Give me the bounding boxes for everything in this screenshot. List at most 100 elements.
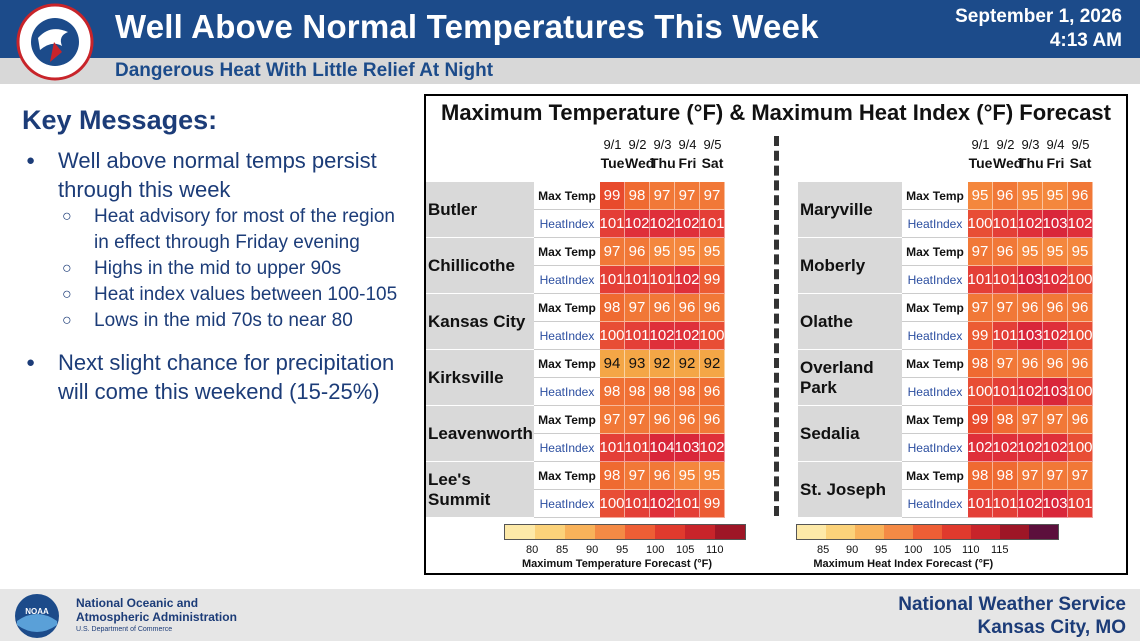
colorbar-tick: 90	[846, 544, 859, 556]
heat-index-cell: 102	[674, 210, 700, 238]
max-temp-cell: 98	[600, 294, 625, 322]
max-temp-cell: 96	[1068, 406, 1093, 434]
day-header: 9/1 Tue	[968, 136, 993, 172]
weekday-label: Tue	[600, 155, 625, 171]
city-name: Chillicothe	[426, 238, 534, 294]
subtitle-bar	[0, 58, 1140, 84]
day-header: 9/4 Fri	[1043, 136, 1068, 172]
heat-index-cell: 102	[649, 322, 675, 350]
max-temp-cell: 94	[600, 350, 625, 378]
heat-index-cell: 103	[1017, 266, 1043, 294]
max-temp-cell: 95	[1043, 182, 1068, 210]
heat-index-cell: 102	[674, 266, 700, 294]
max-temp-cell: 97	[993, 350, 1018, 378]
weekday-label: Fri	[1046, 155, 1065, 171]
max-temp-cell: 93	[625, 350, 650, 378]
office-name-line: Kansas City, MO	[977, 617, 1126, 638]
date-label: 9/2	[628, 137, 647, 152]
city-name: Kirksville	[426, 350, 534, 406]
key-message-sub: Lows in the mid 70s to near 80	[22, 308, 412, 334]
heat-index-cell: 102	[649, 210, 675, 238]
max-temp-cell: 96	[1068, 294, 1093, 322]
weekday-label: Wed	[625, 155, 655, 171]
colorbar-segment	[826, 525, 855, 539]
colorbar-label: Maximum Heat Index Forecast (°F)	[813, 558, 994, 570]
max-temp-cell: 96	[700, 406, 725, 434]
heat-index-label: HeatIndex	[902, 490, 968, 518]
heat-index-cell: 101	[599, 434, 625, 462]
max-temp-label: Max Temp	[534, 238, 600, 266]
heat-index-cell: 100	[967, 378, 993, 406]
colorbar-tick: 110	[962, 544, 980, 556]
agency-name-line: Atmospheric Administration	[76, 610, 237, 624]
day-header: 9/3 Thu	[1018, 136, 1044, 172]
heat-index-cell: 102	[624, 210, 650, 238]
date-label: 9/1	[603, 137, 622, 152]
colorbar-segment	[1000, 525, 1029, 539]
heat-index-cell: 102	[1042, 434, 1068, 462]
max-temp-label: Max Temp	[534, 294, 600, 322]
city-name: Maryville	[798, 182, 902, 238]
noaa-logo-text: NOAA	[25, 607, 49, 616]
city-name: Butler	[426, 182, 534, 238]
heat-index-cell: 103	[674, 434, 700, 462]
heat-index-cell: 101	[649, 266, 675, 294]
heat-index-cell: 101	[624, 434, 650, 462]
panel-divider	[774, 136, 779, 516]
key-message: Well above normal temps persist through …	[22, 146, 412, 204]
max-temp-cell: 95	[675, 462, 700, 490]
heat-index-cell: 99	[700, 490, 725, 518]
colorbar-label: Maximum Temperature Forecast (°F)	[522, 558, 713, 570]
max-temp-cell: 97	[700, 182, 725, 210]
city-name: Moberly	[798, 238, 902, 294]
key-messages-list: Well above normal temps persist through …	[22, 146, 412, 406]
max-temp-cell: 96	[1018, 294, 1043, 322]
page-subtitle: Dangerous Heat With Little Relief At Nig…	[115, 60, 494, 81]
date-label: 9/1	[971, 137, 990, 152]
heat-index-cell: 101	[992, 210, 1018, 238]
max-temp-cell: 92	[650, 350, 675, 378]
max-temp-cell: 97	[968, 238, 993, 266]
max-temp-cell: 96	[1018, 350, 1043, 378]
issue-time: 4:13 AM	[1049, 30, 1122, 51]
department-name: U.S. Department of Commerce	[76, 626, 173, 633]
colorbar	[796, 524, 1059, 540]
max-temp-label: Max Temp	[902, 182, 968, 210]
agency-name: National Oceanic and Atmospheric Adminis…	[76, 596, 237, 624]
colorbar-tick: 85	[817, 544, 830, 556]
colorbar-tick: 80	[526, 544, 539, 556]
day-header: 9/2 Wed	[993, 136, 1022, 172]
heat-index-cell: 102	[1067, 210, 1093, 238]
colorbar-tick: 95	[875, 544, 888, 556]
max-temp-cell: 92	[675, 350, 700, 378]
heat-index-cell: 102	[1042, 322, 1068, 350]
heat-index-cell: 99	[968, 322, 993, 350]
heat-index-label: HeatIndex	[534, 378, 600, 406]
footer-bar	[0, 589, 1140, 641]
max-temp-cell: 95	[1068, 238, 1093, 266]
colorbar-tick: 105	[676, 544, 695, 556]
max-temp-cell: 99	[600, 182, 625, 210]
colorbar-segment	[942, 525, 971, 539]
max-temp-label: Max Temp	[534, 462, 600, 490]
heat-index-cell: 102	[699, 434, 725, 462]
max-temp-label: Max Temp	[902, 350, 968, 378]
city-name: Lee's Summit	[426, 462, 534, 518]
heat-index-cell: 102	[1017, 490, 1043, 518]
heat-index-cell: 101	[699, 210, 725, 238]
issue-datetime: September 1, 2026 4:13 AM	[955, 5, 1122, 53]
heat-index-label: HeatIndex	[902, 322, 968, 350]
max-temp-cell: 96	[700, 294, 725, 322]
weekday-label: Sat	[701, 155, 724, 171]
day-header: 9/5 Sat	[1068, 136, 1093, 172]
colorbar-segment	[565, 525, 595, 539]
heat-index-cell: 100	[599, 490, 625, 518]
heat-index-cell: 100	[1067, 322, 1093, 350]
colorbar-segment	[884, 525, 913, 539]
heat-index-cell: 102	[967, 434, 993, 462]
date-label: 9/4	[678, 137, 697, 152]
weekday-label: Thu	[1018, 155, 1044, 171]
weekday-label: Fri	[678, 155, 697, 171]
max-temp-cell: 98	[625, 182, 650, 210]
